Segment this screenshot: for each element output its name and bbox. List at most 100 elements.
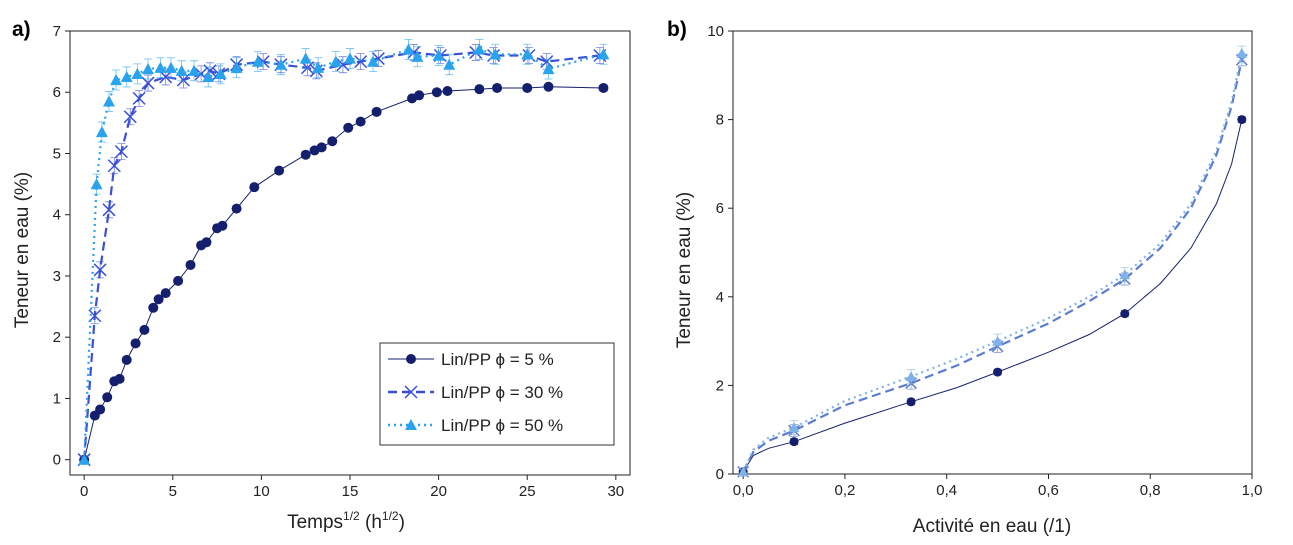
panel-a-data-point [443,58,456,70]
panel-b-series-0 [738,115,1247,477]
panel-b-data-point [993,367,1003,377]
panel-a-series-0 [79,81,609,465]
panel-a-data-point [312,61,325,73]
panel-a-x-tick-label: 10 [253,483,270,500]
panel-a-data-point [316,142,327,153]
panel-a-data-point [131,67,144,79]
panel-b-data-point [1119,269,1131,280]
panel-a-data-point [110,73,123,86]
panel-b-data-point [905,371,917,382]
panel-a-data-point [300,149,311,160]
panel-a-y-tick-label: 2 [53,329,61,346]
panel-a-x-label-end: ) [399,512,405,533]
panel-a-data-point [120,70,133,83]
panel-a-data-point [274,58,287,70]
panel-a-data-point [542,62,555,75]
panel-a-data-point [492,82,503,93]
panel-a-x-label-main: Temps [287,512,343,533]
panel-a-y-tick-label: 4 [53,207,61,224]
panel-b-y-tick-label: 10 [707,23,724,40]
panel-b-y-tick-label: 4 [716,289,724,306]
legend-marker-30 [404,385,418,399]
panel-a-x-tick-label: 25 [519,483,536,500]
panel-a-x-tick-label: 5 [169,483,177,500]
panel-b-y-tick-label: 2 [716,377,724,394]
panel-a-data-point [217,220,228,231]
panel-a-data-point [521,48,534,60]
panel-b-data-point [737,466,749,477]
panel-a-data-point [202,70,215,83]
panel-a-x-label-sup2: 1/2 [382,509,399,523]
panel-a-data-point [160,288,171,299]
panel-b-data-point [992,335,1003,346]
panel-b-y-tick-label: 6 [716,200,724,217]
panel-a-data-point [90,178,103,190]
panel-b-plot-frame [732,30,1253,475]
panel-a-y-tick-label: 6 [53,84,61,101]
legend-box [379,342,615,446]
panel-a-data-point [598,82,609,93]
panel-a-data-point [414,90,425,101]
panel-a-y-tick-label: 7 [53,23,61,40]
legend-label-30: Lin/PP ϕ = 30 % [441,383,563,402]
panel-a-data-point [121,354,132,365]
panel-b-data-point [1236,47,1248,58]
panel-a-data-point [154,61,167,73]
panel-b-x-tick-label: 0,2 [835,482,856,499]
panel-a-x-tick-label: 0 [80,483,88,500]
panel-a-data-point [442,86,453,97]
panel-a-data-point [123,110,137,124]
panel-a-data-point [230,61,243,73]
panel-b-x-tick-label: 1,0 [1242,482,1263,499]
panel-a-data-point [474,84,485,95]
panel-a-data-point [139,324,150,335]
panel-b-series-1 [737,53,1248,478]
panel-b-data-point [1237,115,1247,125]
panel-a-data-point [274,165,285,176]
panel-a-data-point [185,259,196,270]
panel-a-data-point [102,203,116,217]
panel-b-y-axis-label: Teneur en eau (%) [674,192,695,348]
panel-a-data-point [371,106,382,117]
panel-b-data-point [906,397,916,407]
panel-a-data-point [299,52,312,64]
panel-a-data-point [148,302,159,313]
panel-a-data-point [231,203,242,214]
panel-a-data-point [402,43,415,55]
panel-a-data-point [201,237,212,248]
panel-a-data-point [130,338,141,349]
panel-a-x-label-sup1: 1/2 [343,509,360,523]
panel-a-data-point [165,61,178,73]
panel-a-data-point [214,67,227,79]
panel-a-data-point [522,82,533,93]
panel-b-series-2-line [742,52,1243,473]
panel-a-data-point [597,48,610,60]
panel-b-data-point [788,422,800,433]
panel-a-data-point [141,62,154,75]
panel-a-data-point [95,126,108,138]
panel-a-x-tick-label: 30 [607,483,624,500]
panel-b-x-tick-label: 0,4 [936,482,957,499]
panel-a-data-point [327,136,338,147]
panel-a-data-point [367,55,380,67]
panel-a-data-point [102,392,113,403]
legend-marker-50 [405,419,417,430]
panel-b-x-axis-label: Activité en eau (/1) [913,516,1071,537]
panel-a-data-point [489,48,502,60]
panel-a-data-point [176,73,190,87]
panel-a-data-point [355,116,366,127]
panel-a-data-point [95,404,106,415]
panel-b-series-2 [737,45,1248,477]
panel-a-data-point [300,61,314,75]
panel-a-y-axis-label: Teneur en eau (%) [12,172,33,328]
panel-b-x-tick-label: 0,6 [1038,482,1059,499]
panel-b-data-point [1120,309,1130,319]
panel-b: b) Teneur en eau (%) Activité en eau (/1… [667,18,1262,537]
panel-a-y-tick-label: 1 [53,390,61,407]
panel-a-y-tick-label: 5 [53,145,61,162]
panel-a-data-point [188,64,201,76]
panel-a-legend: Lin/PP ϕ = 5 % Lin/PP ϕ = 30 % Lin/PP ϕ … [379,342,615,446]
panel-b-x-tick-label: 0,0 [733,482,754,499]
panel-a-data-point [78,453,91,465]
